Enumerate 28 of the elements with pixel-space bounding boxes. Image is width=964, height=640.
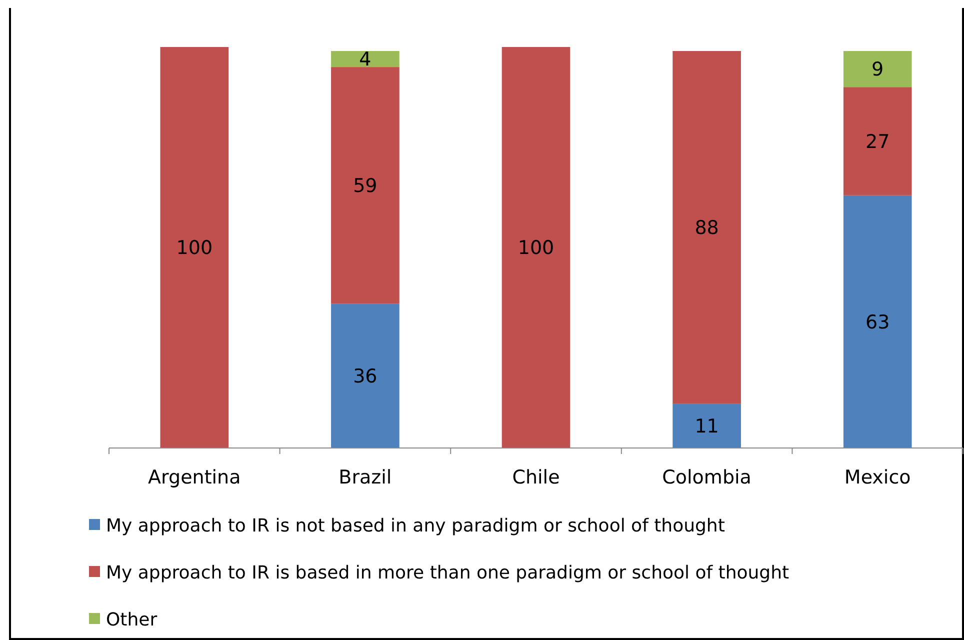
x-tick-label: Chile bbox=[512, 466, 560, 489]
x-tick-label: Mexico bbox=[844, 466, 911, 489]
bar bbox=[331, 67, 400, 304]
legend-label: Other bbox=[106, 609, 158, 630]
data-label: 9 bbox=[872, 58, 884, 81]
data-label: 4 bbox=[359, 48, 372, 71]
data-label: 27 bbox=[866, 130, 890, 153]
bar bbox=[502, 47, 570, 448]
bar bbox=[672, 51, 741, 404]
x-tick-label: Argentina bbox=[148, 466, 241, 489]
data-label: 11 bbox=[694, 416, 719, 438]
data-label: 100 bbox=[518, 237, 554, 260]
data-label: 36 bbox=[353, 365, 378, 388]
data-label: 59 bbox=[353, 174, 378, 197]
x-tick-label: Brazil bbox=[338, 466, 392, 489]
bar bbox=[331, 51, 400, 68]
bar bbox=[331, 304, 400, 448]
x-tick-label: Colombia bbox=[662, 466, 752, 489]
data-label: 88 bbox=[694, 217, 719, 240]
data-label: 63 bbox=[866, 311, 890, 334]
legend-label: My approach to IR is based in more than one paradigm or school of thought bbox=[106, 562, 790, 584]
legend-label: My approach to IR is not based in any paradigm or school of thought bbox=[106, 515, 725, 536]
bar bbox=[843, 51, 912, 88]
bar bbox=[843, 87, 912, 196]
bar bbox=[672, 404, 741, 448]
bar bbox=[160, 47, 229, 448]
data-label: 100 bbox=[176, 237, 213, 260]
bar bbox=[843, 195, 912, 448]
